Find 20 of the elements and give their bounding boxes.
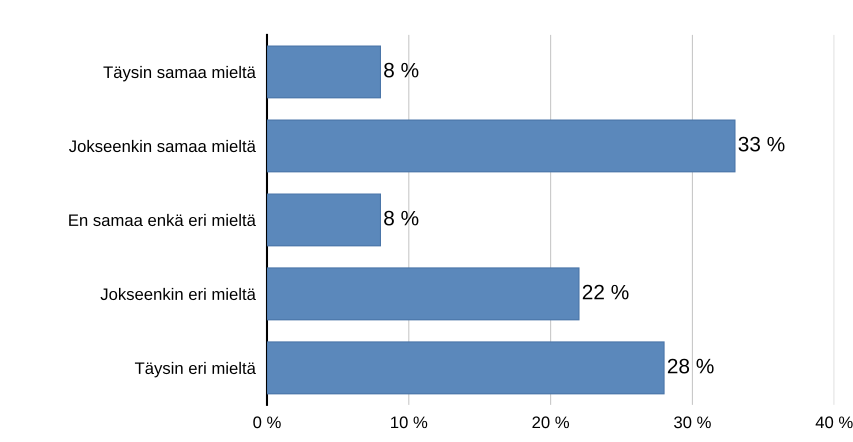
bar: [266, 119, 736, 172]
y-tick-label: Täysin eri mieltä: [134, 362, 256, 378]
data-label: 8 %: [384, 62, 418, 78]
data-label: 33 %: [738, 136, 784, 152]
y-tick-label: Täysin samaa mieltä: [103, 66, 256, 82]
bar: [266, 193, 381, 246]
data-label: 28 %: [668, 358, 714, 374]
y-tick-label: En samaa enkä eri mieltä: [69, 214, 256, 226]
x-tick-label: 10 %: [391, 416, 428, 428]
y-tick-label: Jokseenkin eri mieltä: [100, 288, 256, 300]
bar: [266, 341, 665, 394]
y-tick-label: Jokseenkin samaa mieltä: [69, 140, 256, 152]
x-tick-label: 40 %: [816, 416, 853, 428]
data-label: 22 %: [582, 284, 628, 300]
x-tick-label: 30 %: [674, 416, 711, 428]
bar: [266, 45, 381, 98]
x-tick-label: 0 %: [253, 416, 281, 428]
bar: [266, 267, 580, 320]
x-tick-label: 20 %: [532, 416, 570, 428]
data-label: 8 %: [384, 210, 418, 226]
